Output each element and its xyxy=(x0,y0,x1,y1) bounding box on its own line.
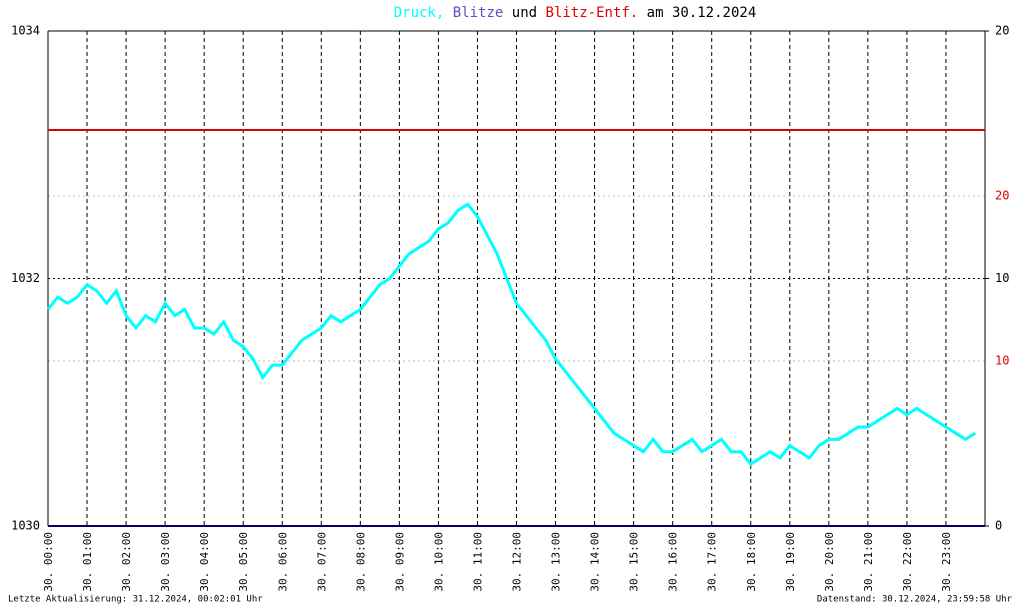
x-tick-label: 30. 02:00 xyxy=(120,532,133,592)
x-tick-label: 30. 06:00 xyxy=(276,532,289,592)
x-tick-label: 30. 01:00 xyxy=(81,532,94,592)
x-tick-label: 30. 05:00 xyxy=(237,532,250,592)
chart-title: Druck, Blitze und Blitz-Entf. am 30.12.2… xyxy=(394,5,757,21)
title-text: und xyxy=(512,5,537,21)
x-tick-label: 30. 12:00 xyxy=(511,532,524,592)
x-tick-label: 30. 11:00 xyxy=(471,532,484,592)
footer-right: Datenstand: 30.12.2024, 23:59:58 Uhr xyxy=(817,595,1013,605)
x-tick-label: 30. 16:00 xyxy=(667,532,680,592)
y2-tick-label: 0 xyxy=(995,519,1002,533)
x-tick-label: 30. 23:00 xyxy=(940,532,953,592)
title-series-name: Blitze xyxy=(453,5,504,21)
y-tick-label: 1034 xyxy=(11,24,40,38)
footer-left: Letzte Aktualisierung: 31.12.2024, 00:02… xyxy=(8,595,263,605)
y2-tick-label: 20 xyxy=(995,24,1009,38)
x-tick-label: 30. 19:00 xyxy=(784,532,797,592)
x-tick-label: 30. 00:00 xyxy=(42,532,55,592)
x-tick-label: 30. 22:00 xyxy=(901,532,914,592)
series-line xyxy=(46,202,977,467)
title-series-name: Blitz-Entf. xyxy=(546,5,639,21)
x-tick-label: 30. 10:00 xyxy=(432,532,445,592)
y-tick-label: 1030 xyxy=(11,519,40,533)
x-tick-label: 30. 03:00 xyxy=(159,532,172,592)
y3-tick-label: 20 xyxy=(995,189,1009,203)
x-tick-label: 30. 17:00 xyxy=(706,532,719,592)
x-tick-label: 30. 08:00 xyxy=(354,532,367,592)
y3-tick-label: 10 xyxy=(995,354,1009,368)
x-tick-label: 30. 13:00 xyxy=(550,532,563,592)
x-tick-label: 30. 04:00 xyxy=(198,532,211,592)
x-tick-label: 30. 14:00 xyxy=(589,532,602,592)
x-tick-label: 30. 20:00 xyxy=(823,532,836,592)
x-tick-label: 30. 07:00 xyxy=(315,532,328,592)
y-tick-label: 1032 xyxy=(11,271,40,285)
x-tick-label: 30. 09:00 xyxy=(393,532,406,592)
title-text: am 30.12.2024 xyxy=(647,5,757,21)
x-tick-label: 30. 18:00 xyxy=(745,532,758,592)
x-tick-label: 30. 15:00 xyxy=(628,532,641,592)
title-text: , xyxy=(436,5,444,21)
title-series-name: Druck xyxy=(394,5,437,21)
y2-tick-label: 10 xyxy=(995,271,1009,285)
x-tick-label: 30. 21:00 xyxy=(862,532,875,592)
